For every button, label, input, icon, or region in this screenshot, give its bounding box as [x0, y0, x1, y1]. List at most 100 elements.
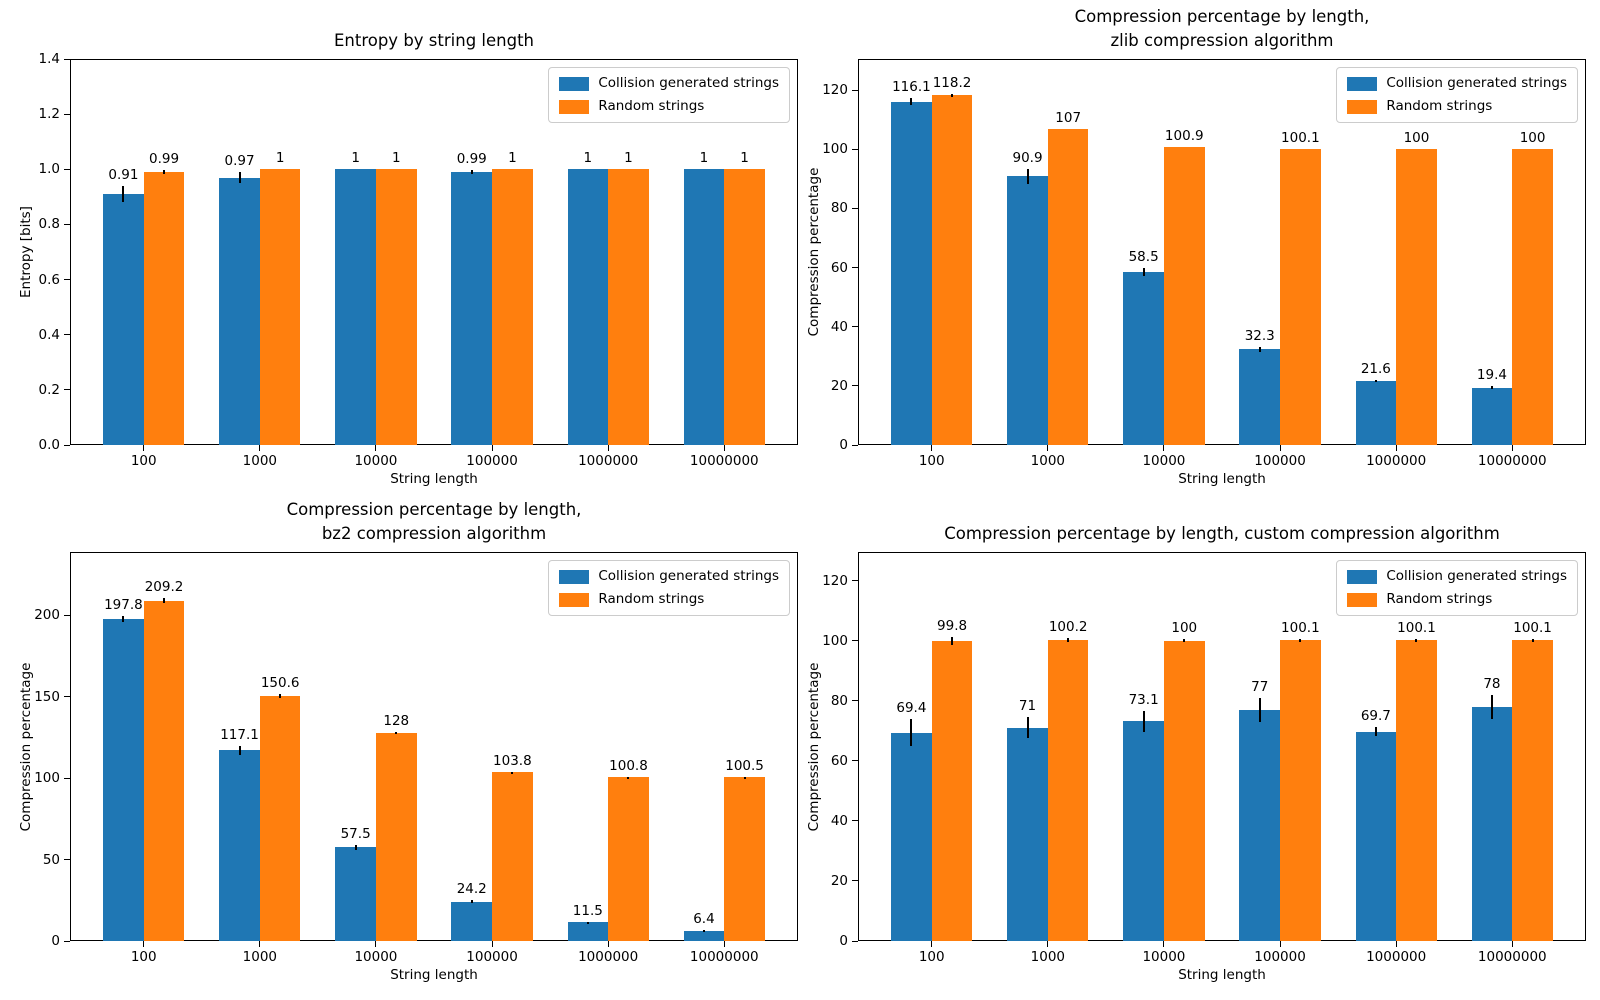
x-axis-label: String length — [1178, 967, 1266, 983]
bar-value-label: 209.2 — [144, 579, 184, 596]
x-tick-label: 1000 — [242, 949, 277, 965]
legend-entry: Collision generated strings — [1347, 75, 1567, 92]
bar-value-label: 69.4 — [896, 700, 927, 716]
x-tick-label: 100000 — [1254, 949, 1306, 965]
y-tick-label: 100 — [34, 770, 60, 787]
y-tick-label: 40 — [830, 812, 848, 829]
x-tick-mark — [1511, 941, 1513, 947]
y-tick-mark — [64, 58, 70, 60]
y-tick-mark — [64, 223, 70, 225]
chart-title-line: Compression percentage by length, — [286, 500, 582, 519]
y-tick-label: 0.8 — [38, 216, 60, 233]
y-tick-mark — [852, 444, 858, 446]
legend: Collision generated strings Random string… — [1336, 560, 1578, 616]
y-tick-mark — [852, 385, 858, 387]
chart-title-line: zlib compression algorithm — [1110, 31, 1334, 50]
x-tick-mark — [1395, 445, 1397, 451]
legend-entry: Random strings — [559, 98, 779, 115]
bar-random — [375, 732, 417, 941]
bar-random — [931, 95, 973, 445]
plot-area-bz2 — [70, 552, 798, 941]
legend-label: Random strings — [598, 98, 705, 114]
bar-random — [1396, 640, 1437, 941]
y-tick-label: 0 — [51, 933, 60, 949]
chart-title-line: Entropy by string length — [333, 31, 535, 50]
error-bar — [743, 777, 746, 780]
bar-collision — [219, 177, 260, 445]
bar-collision — [1355, 381, 1397, 445]
y-tick-mark — [64, 614, 70, 616]
bar-random — [259, 695, 301, 941]
bar-random — [608, 776, 649, 941]
bar-value-label: 100 — [1171, 620, 1198, 637]
error-bar — [910, 98, 913, 106]
x-tick-label: 1000 — [242, 453, 277, 469]
y-tick-mark — [64, 113, 70, 115]
legend-label: Collision generated strings — [598, 75, 779, 91]
error-bar — [122, 185, 125, 203]
bar-random — [608, 169, 649, 445]
error-bar — [238, 745, 241, 756]
bar-value-label: 107 — [1055, 109, 1082, 126]
error-bar — [702, 930, 705, 933]
y-tick-mark — [64, 444, 70, 446]
bar-value-label: 100.1 — [1281, 619, 1320, 636]
bar-value-label: 1 — [391, 150, 401, 167]
x-tick-label: 10000 — [354, 453, 398, 469]
bar-collision — [567, 922, 609, 941]
bar-value-label: 11.5 — [572, 902, 603, 919]
bar-value-label: 100.2 — [1048, 619, 1088, 636]
x-tick-mark — [143, 941, 145, 947]
x-tick-label: 100000 — [1254, 453, 1306, 469]
x-tick-label: 100 — [130, 949, 157, 965]
y-tick-mark — [852, 580, 858, 582]
legend-swatch-icon — [1347, 99, 1378, 114]
x-tick-mark — [607, 445, 609, 451]
x-tick-label: 1000000 — [578, 453, 639, 469]
y-tick-mark — [64, 859, 70, 861]
error-bar — [1531, 639, 1534, 642]
y-tick-mark — [852, 940, 858, 942]
bar-collision — [1355, 731, 1397, 941]
plot-area-entropy — [70, 59, 798, 445]
x-tick-mark — [1163, 941, 1165, 947]
error-bar — [586, 921, 589, 924]
y-tick-label: 120 — [822, 572, 848, 589]
bar-collision — [1471, 387, 1513, 445]
bar-value-label: 0.91 — [108, 166, 139, 183]
chart-title: Compression percentage by length, custom… — [802, 522, 1600, 546]
bar-random — [724, 169, 765, 445]
chart-title: Compression percentage by length, bz2 com… — [14, 498, 854, 546]
y-tick-label: 100 — [822, 141, 848, 158]
bar-collision — [891, 732, 932, 941]
legend-swatch-icon — [1347, 592, 1378, 607]
y-tick-mark — [852, 760, 858, 762]
y-tick-label: 0.4 — [38, 326, 60, 343]
bar-random — [931, 641, 973, 941]
bar-collision — [219, 750, 260, 941]
error-bar — [1183, 639, 1186, 643]
bar-random — [375, 169, 417, 445]
error-bar — [951, 93, 954, 98]
y-axis-label: Compression percentage — [806, 167, 822, 337]
bar-value-label: 0.97 — [224, 153, 255, 170]
error-bar — [910, 719, 913, 747]
x-tick-mark — [1511, 445, 1513, 451]
error-bar — [1142, 267, 1145, 277]
y-tick-mark — [852, 326, 858, 328]
y-tick-mark — [64, 389, 70, 391]
chart-title-line: bz2 compression algorithm — [321, 524, 547, 543]
bar-collision — [1239, 709, 1281, 941]
error-bar — [627, 776, 630, 779]
legend-swatch-icon — [1347, 569, 1378, 584]
y-tick-label: 0 — [839, 933, 848, 949]
y-tick-mark — [852, 148, 858, 150]
y-tick-label: 20 — [830, 872, 848, 889]
y-tick-label: 0.6 — [38, 271, 60, 288]
bar-random — [143, 172, 185, 445]
bar-value-label: 99.8 — [937, 618, 968, 635]
bar-value-label: 100.9 — [1164, 127, 1204, 144]
y-tick-mark — [64, 279, 70, 281]
bar-value-label: 100.1 — [1513, 620, 1552, 637]
y-tick-label: 1.2 — [38, 106, 60, 123]
